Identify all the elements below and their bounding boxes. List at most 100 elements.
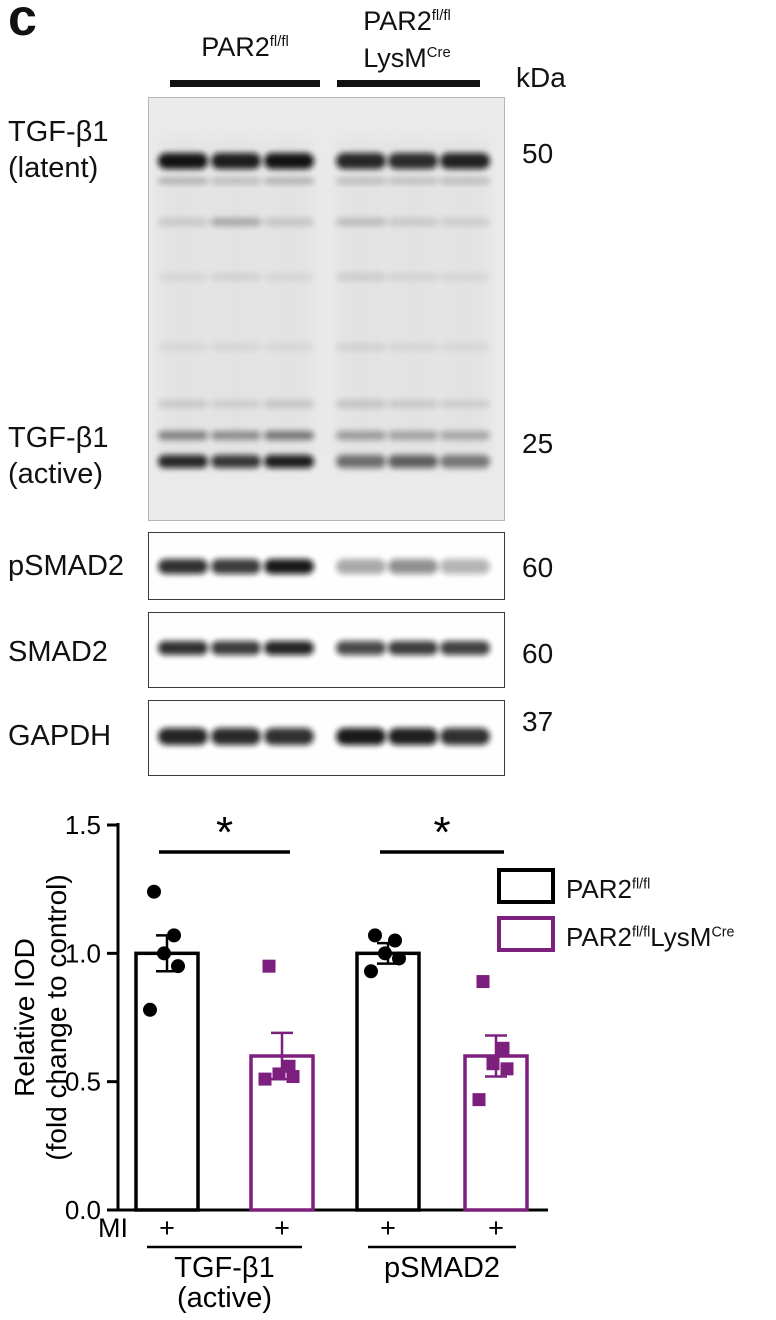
- band-smad2-band: [388, 641, 438, 655]
- mi-plus: +: [380, 1213, 396, 1243]
- legend-text: PAR2: [566, 922, 632, 952]
- data-point-circle: [364, 964, 378, 979]
- band-smad2-band: [440, 641, 490, 655]
- band-faint-2: [336, 273, 386, 281]
- y-tick-label: 0.0: [65, 1195, 101, 1225]
- data-point-square: [476, 975, 490, 989]
- lane-smear: [440, 138, 490, 468]
- band-faint-2: [158, 273, 208, 281]
- legend-label-par2flfl: PAR2fl/fl: [566, 874, 650, 905]
- data-point-circle: [167, 928, 181, 943]
- legend-sup: fl/fl: [632, 924, 651, 941]
- bar-par2-flfl: [355, 951, 421, 1212]
- label-line: (active): [8, 458, 104, 490]
- blot-image-psmad2: [158, 559, 490, 574]
- data-point-circle: [368, 928, 382, 943]
- band-faint-2: [388, 273, 438, 281]
- lane-group-bar-2: [337, 80, 480, 87]
- lane-smear: [264, 138, 314, 468]
- band-gapdh-band: [440, 728, 490, 745]
- group-label-text: PAR2: [201, 32, 270, 62]
- band-smad2-band: [336, 641, 386, 655]
- band-smad2-band: [211, 641, 261, 655]
- data-point-circle: [378, 946, 392, 961]
- band-faint-1: [211, 218, 261, 226]
- band-faint-3: [440, 343, 490, 351]
- legend-label-par2flfl-lysmcre: PAR2fl/flLysMCre: [566, 922, 734, 953]
- data-point-square: [286, 1070, 300, 1084]
- group-sublabel: (active): [177, 1282, 272, 1314]
- band-gapdh-band: [336, 728, 386, 745]
- data-point-circle: [157, 946, 171, 961]
- bar-par2-flfl: [134, 951, 200, 1212]
- bar-chart: 0.0 0.5 1.0 1.5 Relative IOD (fold change to …: [9, 808, 548, 1314]
- group-label-text: PAR2: [363, 6, 432, 36]
- data-point-square: [262, 959, 276, 973]
- data-point-circle: [388, 933, 402, 948]
- mw-50: 50: [522, 138, 554, 169]
- group-label-sup: fl/fl: [269, 34, 289, 50]
- band-latent-band: [336, 153, 386, 169]
- band-active-lower: [211, 455, 261, 468]
- label-line: TGF-β1: [8, 422, 109, 454]
- blot-panel-gapdh: [148, 700, 505, 776]
- legend-sup: fl/fl: [632, 876, 651, 893]
- mi-plus: +: [274, 1213, 290, 1243]
- blot-image-gapdh: [158, 728, 490, 745]
- significance-star: *: [433, 808, 450, 857]
- band-faint-1: [158, 218, 208, 226]
- mi-plus: +: [159, 1213, 175, 1243]
- band-latent-band: [440, 153, 490, 169]
- blot-row-label-tgfb1-latent: TGF-β1 (latent): [8, 114, 108, 186]
- lane-group-header-par2flfl-lysmcre: PAR2fl/fl LysMCre: [332, 0, 482, 74]
- group-label-line1: PAR2fl/fl: [332, 0, 482, 37]
- band-active-lower: [264, 455, 314, 468]
- band-smad2-band: [264, 641, 314, 655]
- band-active-lower: [440, 455, 490, 468]
- band-psmad2-band: [211, 559, 261, 574]
- band-gapdh-band: [388, 728, 438, 745]
- band-latent-echo: [336, 178, 386, 184]
- band-latent-echo: [264, 178, 314, 184]
- data-point-circle: [143, 1002, 157, 1017]
- data-point-square: [282, 1059, 296, 1073]
- label-line: (latent): [8, 152, 99, 184]
- band-active-lower: [158, 455, 208, 468]
- band-faint-1: [440, 218, 490, 226]
- data-point-circle: [392, 951, 406, 966]
- blot-panel-smad2: [148, 612, 505, 688]
- band-faint-2: [211, 273, 261, 281]
- blot-panel-psmad2: [148, 532, 505, 600]
- data-point-circle: [171, 959, 185, 974]
- lane-smear: [388, 138, 438, 468]
- x-axis-label: MI: [98, 1213, 128, 1243]
- band-psmad2-band: [264, 559, 314, 574]
- y-tick-label: 0.5: [65, 1067, 101, 1097]
- band-latent-echo: [211, 178, 261, 184]
- band-faint-4: [264, 400, 314, 408]
- blot-image-smad2: [158, 641, 490, 655]
- kda-unit-label: kDa: [516, 62, 566, 93]
- band-faint-4: [336, 400, 386, 408]
- significance-star: *: [216, 808, 233, 857]
- band-faint-4: [158, 400, 208, 408]
- band-psmad2-band: [388, 559, 438, 574]
- band-faint-3: [336, 343, 386, 351]
- band-latent-band: [388, 153, 438, 169]
- band-smad2-band: [158, 641, 208, 655]
- data-point-square: [258, 1072, 272, 1086]
- band-faint-3: [264, 343, 314, 351]
- lane-smear: [336, 138, 386, 468]
- band-active-upper: [336, 431, 386, 440]
- lane-group-header-par2flfl: PAR2fl/fl: [170, 26, 320, 63]
- lane-smear: [158, 138, 208, 468]
- group-label: pSMAD2: [384, 1252, 500, 1284]
- band-latent-band: [211, 153, 261, 169]
- mw-25: 25: [522, 428, 554, 459]
- group-label-text: LysM: [363, 43, 427, 73]
- band-psmad2-band: [336, 559, 386, 574]
- band-faint-4: [440, 400, 490, 408]
- blot-row-label-smad2: SMAD2: [8, 636, 108, 668]
- blot-row-label-gapdh: GAPDH: [8, 720, 112, 752]
